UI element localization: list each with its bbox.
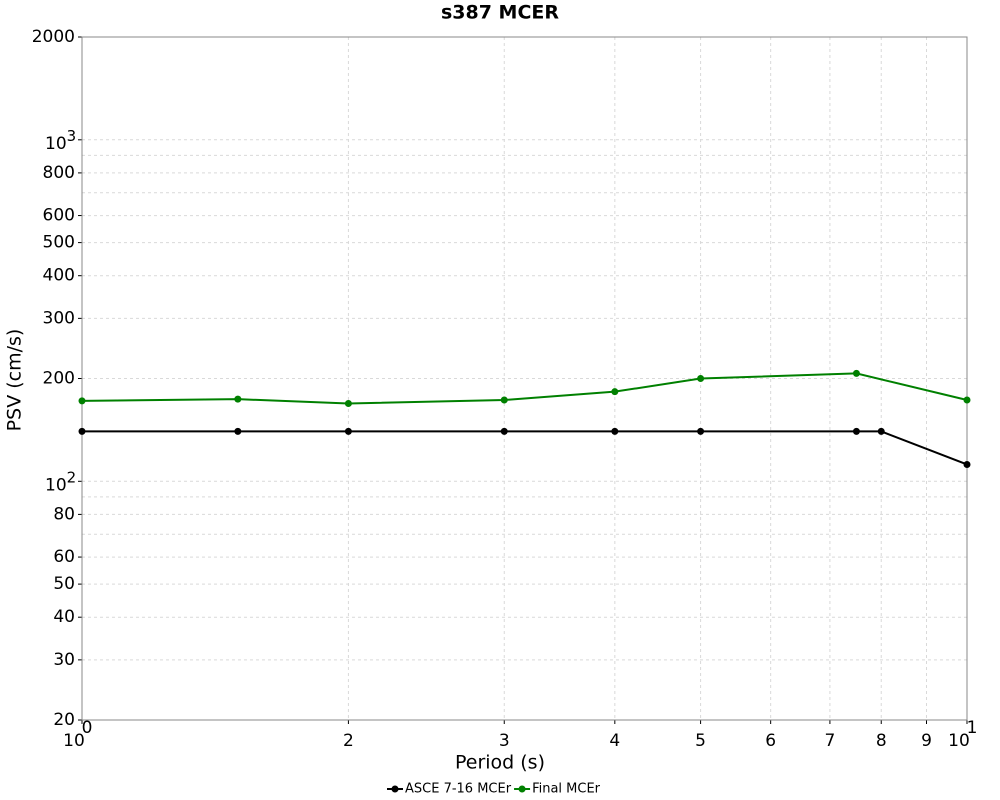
y-tick-label: 2000 (32, 27, 75, 47)
data-point (852, 369, 860, 377)
y-tick-label: 800 (43, 163, 75, 183)
y-tick-label: 40 (53, 607, 75, 627)
data-point (963, 396, 971, 404)
y-tick-label: 400 (43, 266, 75, 286)
x-tick-exponent: 0 (82, 718, 93, 738)
y-tick-label: 60 (53, 547, 75, 567)
series-line (81, 372, 968, 405)
x-tick-label: 5 (695, 731, 706, 751)
x-tick-label: 4 (609, 731, 620, 751)
legend-marker (518, 785, 526, 793)
y-tick-label: 102 (45, 468, 76, 496)
y-tick-label: 300 (43, 308, 75, 328)
x-tick-label: 7 (824, 731, 835, 751)
data-point (500, 427, 508, 435)
x-tick-label: 10 (63, 731, 85, 751)
y-tick-label: 103 (45, 126, 76, 154)
x-tick-label: 3 (499, 731, 510, 751)
y-tick-label: 600 (43, 206, 75, 226)
data-point (234, 395, 242, 403)
y-tick-exponent: 3 (67, 126, 77, 144)
data-point (611, 427, 619, 435)
data-point (344, 399, 352, 407)
data-point (697, 375, 705, 382)
legend-label: ASCE 7-16 MCEr (405, 782, 512, 797)
legend-label: Final MCEr (532, 782, 601, 797)
y-tick-exponent: 2 (67, 468, 77, 486)
data-point (963, 460, 971, 468)
legend-marker (391, 785, 399, 793)
x-tick-exponent: 1 (967, 718, 978, 738)
y-tick-base: 10 (45, 475, 67, 495)
x-axis-label: Period (s) (455, 752, 545, 774)
x-tick-label: 9 (921, 731, 932, 751)
data-point (852, 427, 860, 435)
data-point (500, 396, 508, 404)
x-tick-label: 2 (343, 731, 354, 751)
data-point (877, 427, 885, 435)
y-tick-label: 50 (53, 574, 75, 594)
data-point (78, 397, 86, 405)
y-axis-label: PSV (cm/s) (4, 329, 26, 432)
x-tick-label: 8 (876, 731, 887, 751)
x-tick-label: 6 (765, 731, 776, 751)
data-point (234, 427, 242, 435)
x-tick-label: 10 (948, 731, 970, 751)
plot-frame (81, 36, 968, 721)
y-tick-label: 200 (43, 369, 75, 389)
data-point (611, 388, 619, 396)
chart-title: s387 MCER (441, 2, 559, 24)
y-tick-label: 20 (53, 710, 75, 730)
data-point (78, 427, 86, 435)
y-tick-label: 500 (43, 233, 75, 253)
y-tick-base: 10 (45, 134, 67, 154)
y-tick-label: 80 (53, 504, 75, 524)
y-tick-label: 30 (53, 650, 75, 670)
data-point (697, 427, 705, 435)
data-point (344, 427, 352, 435)
